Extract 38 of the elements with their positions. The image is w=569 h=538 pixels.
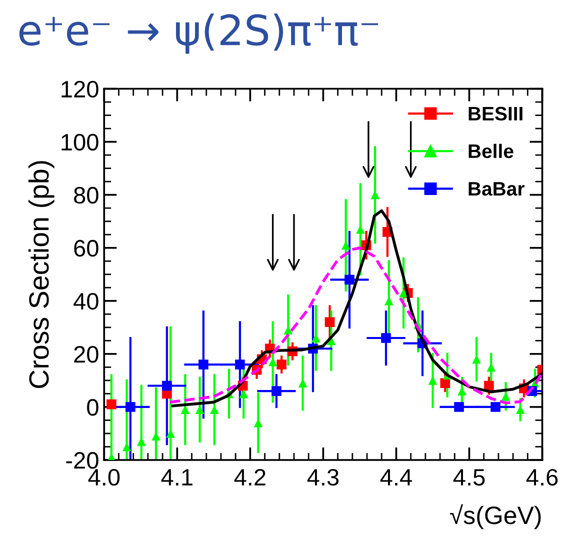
y-tick-label: 100 (62, 134, 98, 151)
x-axis-title: √s(GeV) (450, 504, 541, 530)
y-tick-label: 120 (62, 80, 98, 98)
legend-label: Belle (468, 144, 514, 158)
point (198, 360, 208, 370)
point (324, 317, 335, 328)
point (440, 378, 450, 388)
point (276, 360, 286, 370)
x-tick-label: 4.0 (88, 468, 120, 486)
y-tick-label: 80 (74, 186, 98, 204)
point (490, 402, 500, 412)
point (162, 380, 172, 391)
point (381, 333, 391, 343)
y-tick-label: -20 (66, 452, 98, 469)
y-axis-title: Cross Section (pb) (28, 161, 54, 388)
y-tick-label: 40 (74, 292, 98, 310)
point (272, 386, 282, 396)
x-tick-label: 4.4 (380, 469, 412, 486)
legend-label: BESIII (468, 106, 522, 121)
y-tick-label: 20 (74, 346, 98, 363)
x-tick-label: 4.3 (307, 468, 339, 486)
line-series (168, 246, 542, 404)
x-tick-label: 4.6 (526, 468, 558, 486)
point (235, 360, 245, 370)
legend-label: BaBar (468, 182, 524, 196)
x-tick-label: 4.1 (161, 469, 192, 486)
point (344, 274, 354, 285)
chart-title: e⁺e⁻ → ψ(2S)π⁺π⁻ (19, 13, 378, 54)
y-tick-label: 0 (87, 399, 98, 416)
point (484, 380, 494, 391)
y-tick-label: 60 (74, 240, 98, 257)
point (239, 389, 248, 398)
point (126, 402, 136, 412)
point (454, 402, 464, 412)
point (399, 288, 408, 298)
point (106, 399, 116, 410)
x-tick-label: 4.2 (234, 468, 266, 486)
x-tick-label: 4.5 (453, 469, 485, 486)
